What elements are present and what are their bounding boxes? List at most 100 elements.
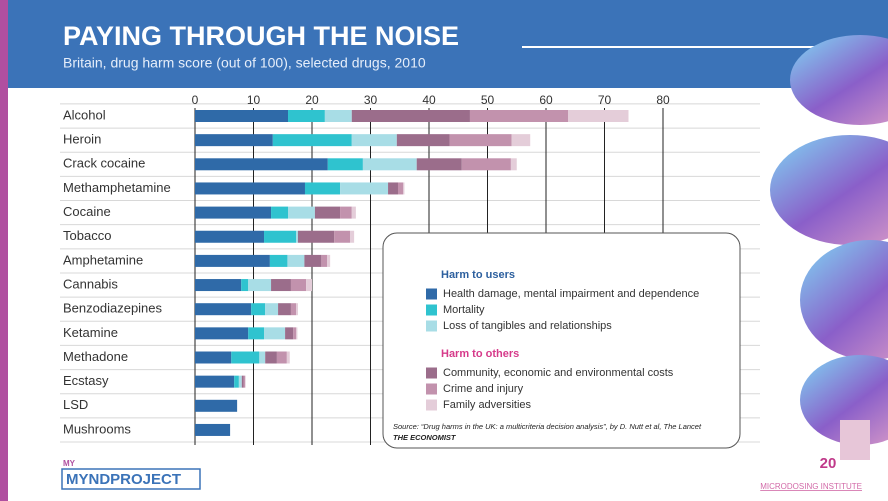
bar-segment bbox=[296, 230, 298, 243]
brand: MICRODOSING INSTITUTE bbox=[760, 482, 862, 491]
bar-segment bbox=[195, 351, 232, 364]
y-tick-label: Crack cocaine bbox=[63, 156, 145, 171]
bar-segment bbox=[276, 351, 287, 364]
bar-segment bbox=[304, 182, 341, 195]
bar-segment bbox=[293, 327, 297, 340]
left-border bbox=[0, 0, 8, 501]
bar-segment bbox=[265, 303, 279, 316]
legend-label: Crime and injury bbox=[443, 383, 524, 395]
x-tick-label: 80 bbox=[656, 93, 670, 107]
mushroom-stem bbox=[840, 420, 870, 460]
bar-segment bbox=[403, 182, 405, 195]
bar-segment bbox=[568, 110, 629, 122]
bar-segment bbox=[251, 303, 266, 316]
logo-small: MY bbox=[63, 459, 76, 468]
bar-segment bbox=[241, 279, 249, 292]
logo-frame bbox=[61, 468, 201, 490]
bar-segment bbox=[195, 134, 273, 147]
y-tick-label: Alcohol bbox=[63, 107, 106, 122]
bar-segment bbox=[321, 254, 328, 267]
bar-segment bbox=[195, 399, 238, 412]
chart-subtitle: Britain, drug harm score (out of 100), s… bbox=[63, 55, 426, 71]
bar-segment bbox=[195, 423, 231, 436]
legend-group-title: Harm to others bbox=[441, 348, 519, 360]
bar-segment bbox=[195, 375, 235, 388]
bar-segment bbox=[271, 206, 289, 219]
y-tick-label: Cocaine bbox=[63, 204, 111, 219]
bar-segment bbox=[327, 158, 363, 171]
legend-box bbox=[382, 232, 741, 449]
bar-segment bbox=[362, 158, 417, 171]
bar-segment bbox=[511, 134, 531, 147]
legend-swatch bbox=[426, 383, 437, 395]
bar-segment bbox=[510, 158, 517, 171]
y-tick-label: Benzodiazepines bbox=[63, 301, 163, 316]
bar-segment bbox=[195, 327, 249, 340]
bar-segment bbox=[297, 230, 335, 243]
bar-segment bbox=[306, 279, 312, 292]
bar-segment bbox=[271, 279, 291, 292]
y-tick-label: Cannabis bbox=[63, 276, 118, 291]
bar-segment bbox=[269, 254, 288, 267]
bar-segment bbox=[314, 206, 341, 219]
bar-segment bbox=[290, 279, 307, 292]
legend-swatch bbox=[426, 367, 437, 379]
mushroom-cap bbox=[800, 240, 888, 360]
bar-segment bbox=[195, 279, 242, 292]
y-tick-label: Mushrooms bbox=[63, 421, 131, 436]
bar-segment bbox=[304, 254, 322, 267]
y-tick-label: Heroin bbox=[63, 132, 101, 147]
x-tick-label: 0 bbox=[192, 93, 199, 107]
logo: MYNDPROJECT bbox=[66, 471, 181, 488]
bar-segment bbox=[351, 206, 356, 219]
bar-segment bbox=[296, 327, 298, 340]
bar-segment bbox=[265, 351, 277, 364]
x-tick-label: 40 bbox=[422, 93, 436, 107]
bar-segment bbox=[288, 110, 325, 122]
legend-swatch bbox=[426, 288, 437, 300]
chart-title: PAYING THROUGH THE NOISE bbox=[63, 21, 459, 51]
bar-segment bbox=[397, 182, 404, 195]
mushroom-cap bbox=[790, 35, 888, 125]
bar-segment bbox=[287, 254, 305, 267]
bar-segment bbox=[351, 134, 397, 147]
bar-segment bbox=[469, 110, 569, 122]
y-tick-label: Tobacco bbox=[63, 228, 111, 243]
bar-segment bbox=[285, 327, 294, 340]
bar-segment bbox=[416, 158, 462, 171]
header-band bbox=[8, 0, 888, 88]
bar-segment bbox=[248, 279, 272, 292]
bar-segment bbox=[195, 182, 305, 195]
page-number: 20 bbox=[820, 455, 837, 472]
bar-segment bbox=[324, 110, 352, 122]
y-tick-label: Methadone bbox=[63, 349, 128, 364]
bar-segment bbox=[449, 134, 512, 147]
bar-segment bbox=[264, 230, 297, 243]
legend-group-title: Harm to users bbox=[441, 269, 515, 281]
legend-swatch bbox=[426, 399, 437, 411]
bar-segment bbox=[195, 158, 328, 171]
x-tick-label: 70 bbox=[598, 93, 612, 107]
bar-segment bbox=[288, 206, 315, 219]
x-tick-label: 60 bbox=[539, 93, 553, 107]
legend-label: Loss of tangibles and relationships bbox=[443, 320, 612, 332]
bar-segment bbox=[286, 351, 290, 364]
bar-segment bbox=[231, 351, 260, 364]
legend-swatch bbox=[426, 304, 437, 316]
y-tick-label: Amphetamine bbox=[63, 252, 143, 267]
bar-segment bbox=[259, 351, 266, 364]
bar-segment bbox=[195, 110, 289, 122]
bar-segment bbox=[388, 182, 398, 195]
bar-segment bbox=[340, 206, 352, 219]
bar-segment bbox=[234, 375, 239, 388]
bar-segment bbox=[272, 134, 352, 147]
source: Source: “Drug harms in the UK: a multicr… bbox=[393, 422, 702, 431]
bar-segment bbox=[195, 254, 270, 267]
legend-swatch bbox=[426, 320, 437, 332]
bar-segment bbox=[264, 327, 286, 340]
publisher: THE ECONOMIST bbox=[393, 433, 457, 442]
mushroom-cap bbox=[770, 135, 888, 245]
bar-segment bbox=[195, 206, 272, 219]
